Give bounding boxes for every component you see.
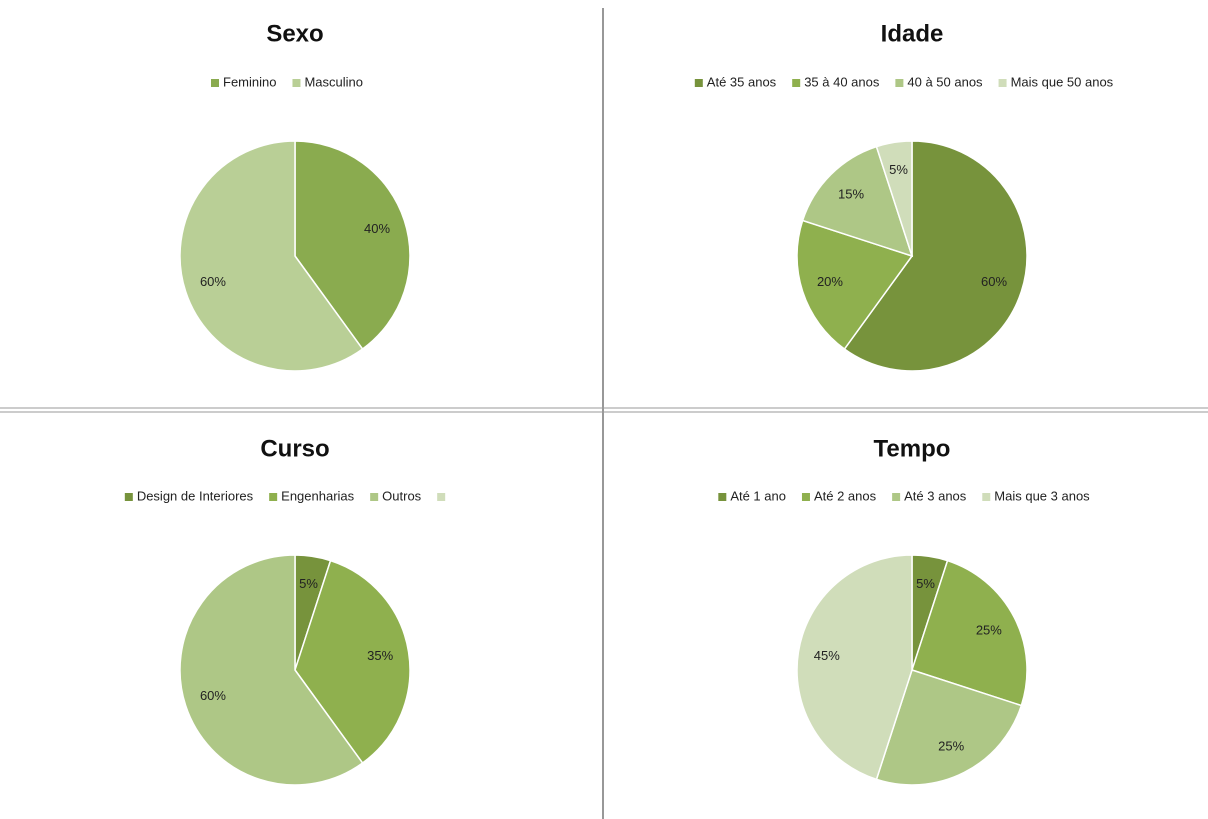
data-label: 25% (938, 738, 964, 753)
pie-slice (843, 140, 1028, 372)
data-label: 25% (976, 622, 1002, 637)
pie-slice (911, 559, 1028, 707)
legend-label: Engenharias (281, 488, 354, 503)
data-label: 35% (367, 648, 393, 663)
data-label: 5% (299, 576, 318, 591)
pie-slice (875, 669, 1023, 786)
legend-swatch (801, 493, 810, 501)
legend-swatch (124, 493, 133, 501)
legend-swatch (718, 493, 727, 501)
legend-swatch (292, 79, 301, 87)
data-label: 15% (838, 186, 864, 201)
data-label: 60% (200, 688, 226, 703)
legend-label: Design de Interiores (137, 488, 254, 503)
legend-swatch (892, 493, 901, 501)
pie-slice (796, 219, 914, 351)
chart-title: Curso (260, 435, 329, 462)
legend-label: Mais que 3 anos (994, 488, 1090, 503)
legend-label: Masculino (304, 74, 363, 89)
legend-label: 40 à 50 anos (907, 74, 983, 89)
pie-slice (875, 140, 913, 257)
legend-swatch (437, 493, 446, 501)
data-label: 60% (981, 274, 1007, 289)
data-label: 60% (200, 274, 226, 289)
legend-label: Até 35 anos (707, 74, 777, 89)
data-label: 5% (889, 162, 908, 177)
pie-slice (294, 140, 411, 351)
pie-slice (179, 554, 364, 786)
pie-slice (796, 554, 913, 781)
legend-swatch (998, 79, 1007, 87)
legend-swatch (211, 79, 219, 87)
data-label: 45% (814, 648, 840, 663)
legend-label: Mais que 50 anos (1011, 74, 1114, 89)
chart-title: Tempo (874, 435, 951, 462)
legend-label: Até 2 anos (814, 488, 877, 503)
pie-slice (294, 559, 411, 765)
legend-swatch (269, 493, 278, 501)
legend-label: Feminino (223, 74, 276, 89)
legend-swatch (370, 493, 379, 501)
legend-swatch (694, 79, 703, 87)
chart-title: Sexo (266, 20, 323, 47)
legend-label: Até 3 anos (904, 488, 967, 503)
chart-title: Idade (881, 20, 944, 47)
legend-swatch (982, 493, 991, 501)
legend-label: Até 1 ano (730, 488, 786, 503)
data-label: 40% (364, 221, 390, 236)
legend-swatch (792, 79, 801, 87)
legend-swatch (895, 79, 904, 87)
data-label: 5% (916, 576, 935, 591)
pie-slice (179, 140, 364, 372)
legend-label: 35 à 40 anos (804, 74, 880, 89)
legend-label: Outros (382, 488, 422, 503)
data-label: 20% (817, 274, 843, 289)
